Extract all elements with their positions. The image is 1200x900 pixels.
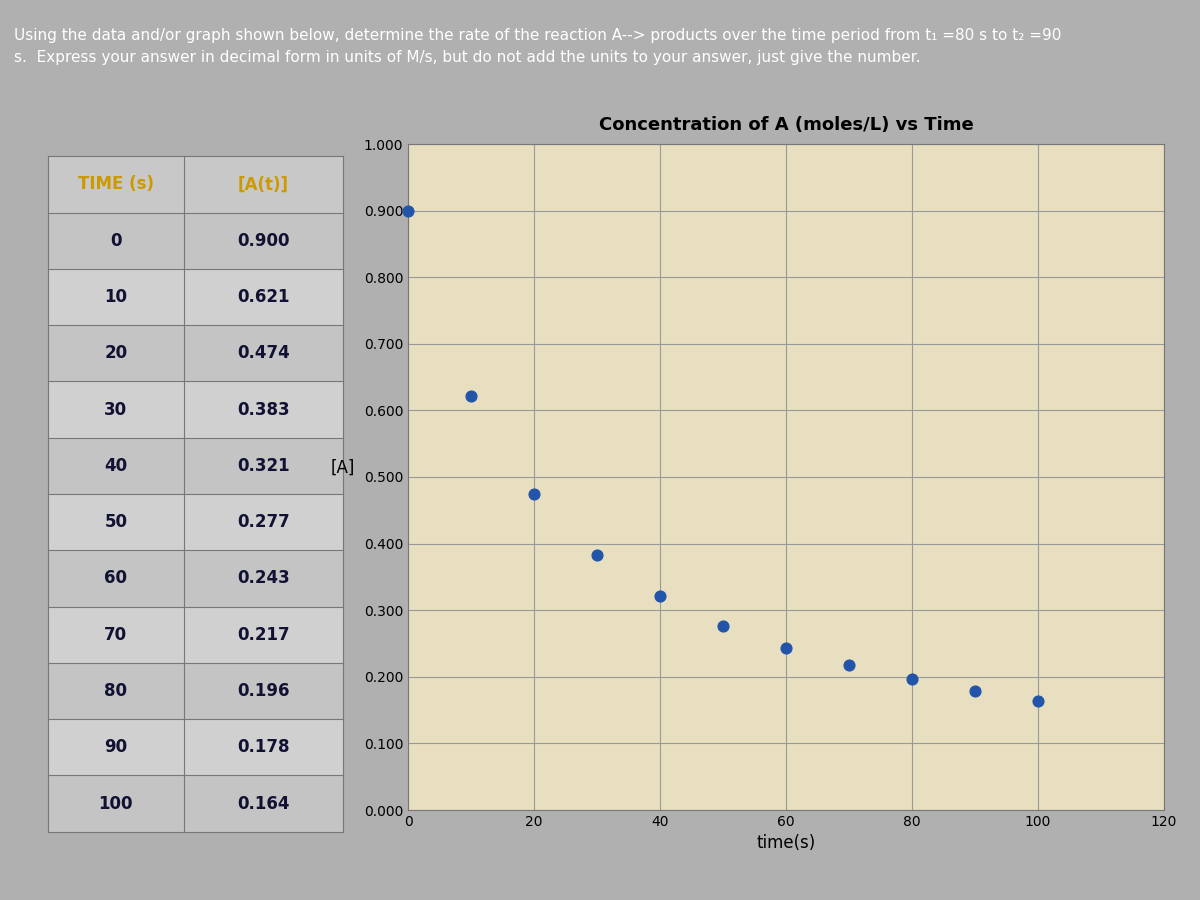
Bar	[48, 719, 343, 776]
Text: 30: 30	[104, 400, 127, 418]
Bar	[48, 776, 343, 832]
Text: 0.900: 0.900	[238, 232, 289, 250]
Text: 0.321: 0.321	[238, 457, 290, 475]
Point	[776, 641, 796, 655]
Text: 0.474: 0.474	[238, 345, 290, 363]
Text: 40: 40	[104, 457, 127, 475]
Bar	[48, 494, 343, 550]
Title: Concentration of A (moles/L) vs Time: Concentration of A (moles/L) vs Time	[599, 116, 973, 134]
Text: 0.217: 0.217	[238, 626, 290, 644]
Point	[650, 589, 670, 603]
Text: 0.243: 0.243	[238, 570, 290, 588]
Text: 50: 50	[104, 513, 127, 531]
Bar	[48, 269, 343, 325]
Point	[902, 672, 922, 687]
Point	[713, 618, 732, 633]
X-axis label: time(s): time(s)	[756, 834, 816, 852]
Text: 10: 10	[104, 288, 127, 306]
Text: 90: 90	[104, 738, 127, 756]
Bar	[48, 663, 343, 719]
Text: 0.277: 0.277	[238, 513, 290, 531]
Bar	[48, 157, 343, 212]
Text: 0: 0	[110, 232, 121, 250]
Y-axis label: [A]: [A]	[331, 459, 355, 477]
Text: 20: 20	[104, 345, 127, 363]
Point	[524, 487, 544, 501]
Text: [A(t)]: [A(t)]	[238, 176, 289, 194]
Text: Using the data and/or graph shown below, determine the rate of the reaction A-->: Using the data and/or graph shown below,…	[14, 28, 1062, 66]
Bar	[48, 607, 343, 663]
Text: 0.621: 0.621	[238, 288, 289, 306]
Text: 70: 70	[104, 626, 127, 644]
Bar	[48, 550, 343, 607]
Point	[840, 658, 859, 672]
Text: 60: 60	[104, 570, 127, 588]
Bar	[48, 325, 343, 382]
Point	[1028, 694, 1048, 708]
Text: 80: 80	[104, 682, 127, 700]
Text: 0.196: 0.196	[238, 682, 289, 700]
Bar	[48, 437, 343, 494]
Text: 0.178: 0.178	[238, 738, 289, 756]
Text: 0.164: 0.164	[238, 795, 289, 813]
Bar	[48, 212, 343, 269]
Point	[462, 389, 481, 403]
Point	[398, 203, 418, 218]
Text: TIME (s): TIME (s)	[78, 176, 154, 194]
Point	[588, 548, 607, 562]
Bar	[48, 382, 343, 437]
Text: 0.383: 0.383	[238, 400, 290, 418]
Point	[965, 684, 984, 698]
Text: 100: 100	[98, 795, 133, 813]
